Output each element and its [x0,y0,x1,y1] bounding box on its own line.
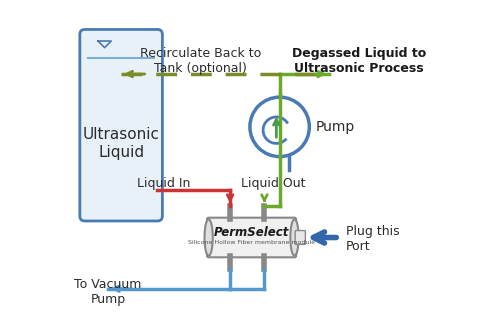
FancyBboxPatch shape [295,230,305,244]
FancyBboxPatch shape [207,218,296,257]
Ellipse shape [204,219,213,256]
Text: Plug this
Port: Plug this Port [346,225,399,253]
Text: Liquid In: Liquid In [137,176,191,189]
Text: Degassed Liquid to
Ultrasonic Process: Degassed Liquid to Ultrasonic Process [292,47,426,75]
Text: Ultrasonic
Liquid: Ultrasonic Liquid [83,127,160,160]
Text: Pump: Pump [316,120,355,134]
Ellipse shape [290,219,299,256]
FancyBboxPatch shape [80,29,162,221]
Text: Silicone Hollow Fiber membrane module: Silicone Hollow Fiber membrane module [188,240,315,245]
Text: To Vacuum
Pump: To Vacuum Pump [74,278,142,306]
Text: Liquid Out: Liquid Out [241,176,305,189]
Text: PermSelect: PermSelect [214,226,289,239]
Text: Recirculate Back to
Tank (optional): Recirculate Back to Tank (optional) [140,47,261,75]
